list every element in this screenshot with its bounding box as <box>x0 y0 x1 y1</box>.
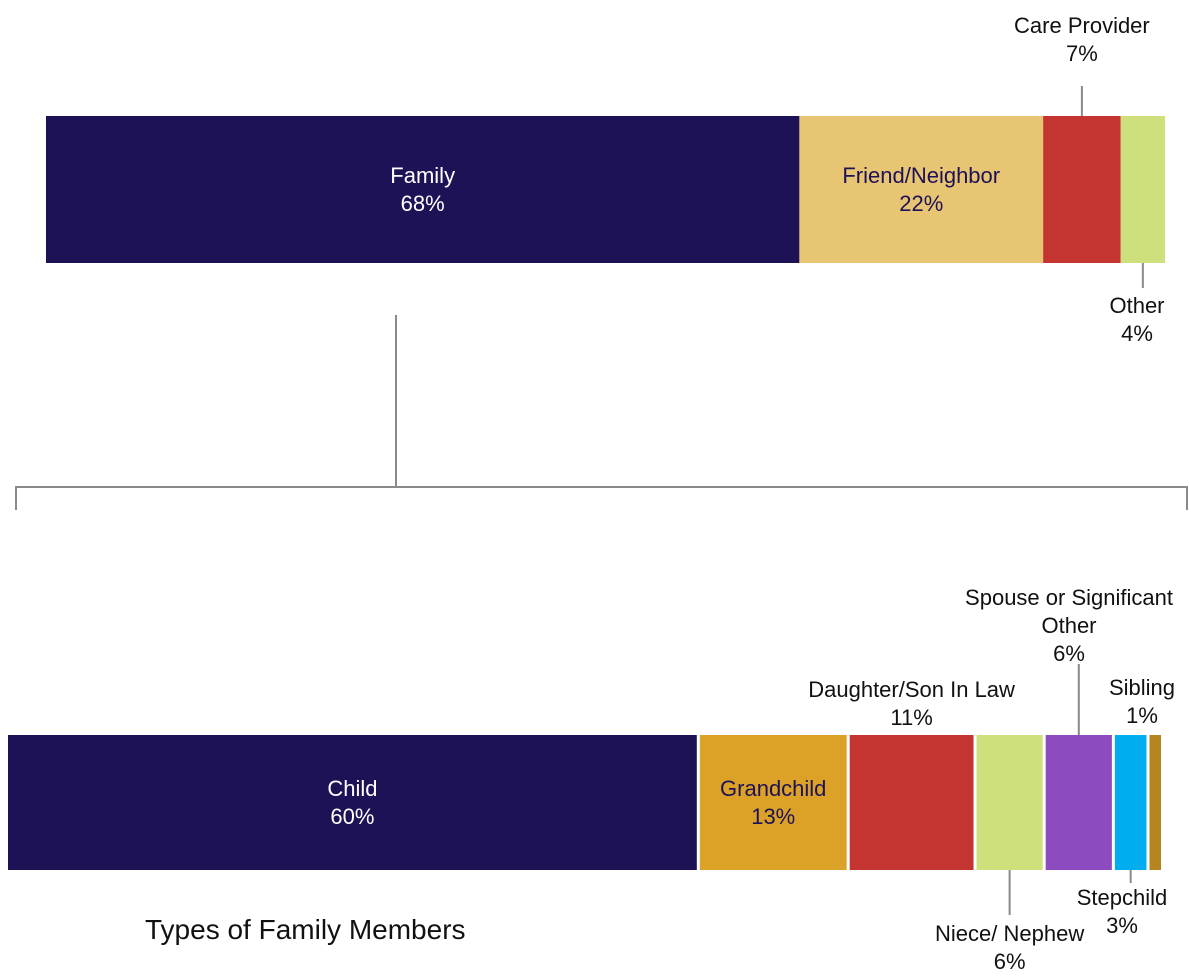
bar-segment <box>699 735 847 870</box>
bar-segment <box>976 735 1043 870</box>
segment-value: 3% <box>1106 913 1138 938</box>
segment-value: 60% <box>330 803 375 829</box>
segment-name: Daughter/Son In Law <box>808 677 1015 702</box>
bar-segment <box>1114 735 1147 870</box>
segment-name: Sibling <box>1108 675 1176 700</box>
segment-name: Grandchild <box>720 775 827 801</box>
segment-value: 1% <box>1126 703 1158 728</box>
segment-value: 22% <box>899 190 944 216</box>
segment-label: Spouse or Significant Other 6% <box>951 584 1187 668</box>
segment-label: Niece/ Nephew 6% <box>915 920 1105 976</box>
chart-title: Types of Family Members <box>145 914 466 945</box>
bar-segment <box>46 116 800 263</box>
bar-segment <box>1045 735 1112 870</box>
segment-label: Stepchild 3% <box>1057 884 1187 940</box>
connector-bracket <box>15 486 1188 510</box>
bar-segment <box>1120 116 1165 263</box>
segment-name: Family <box>390 162 456 188</box>
segment-value: 68% <box>400 190 445 216</box>
segment-label: Sibling 1% <box>1097 674 1187 730</box>
segment-label: Family 68% <box>46 162 799 218</box>
segment-label: Daughter/Son In Law 11% <box>787 676 1037 732</box>
segment-name: Stepchild <box>1076 885 1168 910</box>
segment-name: Friend/Neighbor <box>842 162 1001 188</box>
connector <box>15 315 1188 510</box>
segment-label: Other 4% <box>1087 292 1187 348</box>
segment-value: 11% <box>890 705 933 730</box>
bar-segment <box>1149 735 1161 870</box>
segment-name: Niece/ Nephew <box>935 921 1085 946</box>
segment-name: Other <box>1109 293 1165 318</box>
segment-name: Child <box>327 775 378 801</box>
bar-segment <box>8 735 697 870</box>
segment-value: 6% <box>993 949 1026 974</box>
segment-label: Care Provider 7% <box>997 12 1167 68</box>
segment-label: Grandchild 13% <box>673 775 873 831</box>
segment-value: 6% <box>1053 641 1085 666</box>
segment-label: Child 60% <box>8 775 697 831</box>
segment-name: Care Provider <box>1014 13 1150 38</box>
segment-value: 13% <box>751 803 796 829</box>
segment-name: Spouse or Significant Other <box>965 585 1173 638</box>
segment-label: Friend/Neighbor 22% <box>799 162 1043 218</box>
segment-value: 4% <box>1121 321 1153 346</box>
bar-segment <box>1043 116 1121 263</box>
bar-segment <box>799 116 1044 263</box>
segment-value: 7% <box>1065 41 1098 66</box>
bar-segment <box>849 735 974 870</box>
